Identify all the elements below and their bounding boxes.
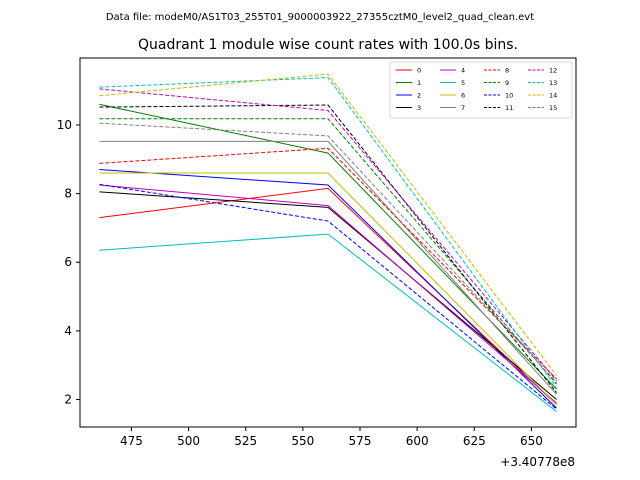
y-tick-label: 4	[64, 324, 72, 338]
y-tick-label: 8	[64, 187, 72, 201]
legend-label-6: 6	[461, 91, 465, 99]
y-tick-label: 6	[64, 255, 72, 269]
x-tick-label: 525	[234, 434, 257, 448]
legend-frame	[389, 61, 573, 119]
legend-label-7: 7	[461, 104, 465, 112]
legend-label-3: 3	[417, 104, 421, 112]
legend-label-15: 15	[549, 104, 557, 112]
series-line-6	[99, 172, 557, 406]
plot-area-frame	[79, 57, 577, 428]
legend-label-11: 11	[505, 104, 513, 112]
series-line-4	[99, 184, 557, 404]
x-tick-label: 600	[406, 434, 429, 448]
chart-title: Quadrant 1 module wise count rates with …	[138, 37, 518, 53]
chart-suptitle: Data file: modeM0/AS1T03_255T01_90000039…	[106, 12, 534, 23]
series-line-1	[99, 103, 557, 390]
legend-label-0: 0	[417, 66, 421, 74]
series-line-14	[99, 73, 557, 376]
series-line-9	[99, 118, 557, 385]
series-line-15	[99, 122, 557, 383]
series-line-12	[99, 88, 557, 381]
legend-label-4: 4	[461, 66, 465, 74]
y-tick-label: 10	[57, 118, 72, 132]
x-axis-offset-label: +3.40778e8	[500, 455, 575, 469]
x-axis-ticks: 475 500 525 550 575 600 625 650	[120, 427, 543, 448]
legend-label-13: 13	[549, 79, 557, 87]
legend-label-14: 14	[549, 91, 557, 99]
series-line-11	[99, 104, 557, 393]
legend-label-9: 9	[505, 79, 509, 87]
series-line-3	[99, 191, 557, 400]
series-line-2	[99, 169, 557, 409]
series-line-0	[99, 187, 557, 406]
series-line-10	[99, 183, 557, 410]
x-tick-label: 575	[349, 434, 372, 448]
legend-label-5: 5	[461, 79, 465, 87]
series-line-5	[99, 233, 557, 412]
y-axis-ticks: 2 4 6 8 10	[57, 118, 80, 407]
series-line-8	[99, 147, 557, 380]
legend-label-10: 10	[505, 91, 513, 99]
x-tick-label: 475	[120, 434, 143, 448]
series-line-7	[99, 140, 557, 395]
y-tick-label: 2	[64, 393, 72, 407]
x-tick-label: 550	[291, 434, 314, 448]
series-line-13	[99, 77, 557, 388]
legend-label-12: 12	[549, 66, 557, 74]
legend-label-2: 2	[417, 91, 421, 99]
x-tick-label: 500	[177, 434, 200, 448]
legend-label-8: 8	[505, 66, 509, 74]
series-layer	[99, 73, 557, 412]
x-tick-label: 650	[520, 434, 543, 448]
legend-label-1: 1	[417, 79, 421, 87]
x-tick-label: 625	[463, 434, 486, 448]
